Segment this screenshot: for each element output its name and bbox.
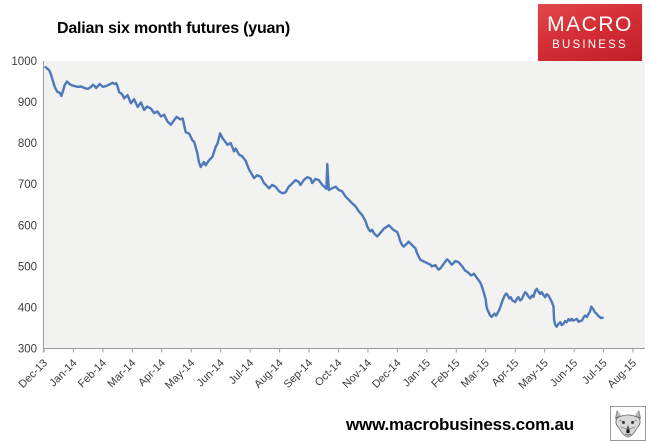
x-axis-tick-label: Jan-14 [47, 357, 79, 389]
y-axis-tick-label: 900 [18, 97, 37, 109]
chart-title: Dalian six month futures (yuan) [57, 20, 290, 37]
plot-area [44, 61, 645, 349]
y-axis-tick-label: 500 [18, 261, 37, 273]
x-axis-tick-label: Aug-15 [606, 357, 640, 391]
x-axis-tick-label: Jun-14 [195, 357, 227, 389]
x-axis-tick-label: Dec-14 [370, 357, 404, 391]
x-axis-tick-label: Nov-14 [341, 357, 375, 391]
y-axis-tick-label: 1000 [11, 56, 37, 68]
line-chart: Dec-13Jan-14Feb-14Mar-14Apr-14May-14Jun-… [11, 56, 645, 392]
x-axis-tick-label: Oct-14 [313, 357, 345, 389]
macrobusiness-logo: MACRO BUSINESS [538, 4, 642, 62]
x-axis-tick-label: Mar-15 [459, 357, 492, 390]
wolf-logo-icon [615, 410, 641, 438]
y-axis-tick-label: 600 [18, 220, 37, 232]
x-axis-tick-label: May-15 [516, 357, 550, 391]
x-axis-tick-label: Feb-15 [429, 357, 462, 390]
logo-text-business: BUSINESS [552, 39, 628, 51]
site-url: www.macrobusiness.com.au [346, 415, 574, 434]
x-axis-tick-label: Feb-14 [76, 357, 109, 390]
logo-text-macro: MACRO [547, 13, 633, 36]
x-axis-tick-label: Aug-14 [252, 357, 286, 391]
y-axis-tick-label: 300 [18, 344, 37, 356]
y-axis-tick-label: 700 [18, 179, 37, 191]
x-axis-tick-label: May-14 [163, 357, 197, 391]
x-axis-tick-label: Sep-14 [282, 357, 316, 391]
wolf-logo-box [610, 406, 646, 441]
price-line-series [44, 65, 604, 328]
x-axis-tick-label: Dec-13 [17, 357, 51, 391]
y-axis-tick-label: 400 [18, 302, 37, 314]
y-axis-tick-label: 800 [18, 138, 37, 150]
x-axis-tick-label: Jan-15 [401, 357, 433, 389]
x-axis-tick-label: Jun-15 [548, 357, 580, 389]
x-axis-tick-label: Mar-14 [105, 357, 138, 390]
